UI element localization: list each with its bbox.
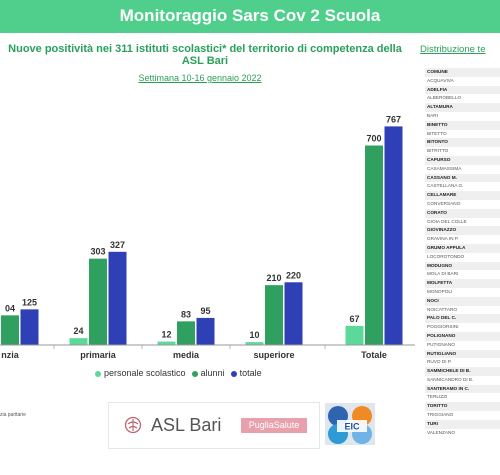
data-label: 303 bbox=[90, 247, 105, 257]
table-row: CORATO bbox=[425, 208, 500, 218]
category-label: superiore bbox=[253, 350, 294, 360]
table-row: SAMMICHELE DI B. bbox=[425, 367, 500, 376]
bar-personale-scolastico-3 bbox=[245, 342, 264, 345]
municipality-table: COMUNE ACQUAVIVA ADELFIA ALBEROBELLO ALTAMUR… bbox=[425, 68, 500, 437]
table-row: ACQUAVIVA bbox=[427, 77, 454, 83]
data-label: 24 bbox=[73, 326, 83, 336]
eic-logo-text: EIC bbox=[344, 422, 360, 432]
table-row: TURI bbox=[425, 419, 500, 429]
data-label: 95 bbox=[200, 306, 210, 316]
table-row: ALTAMURA bbox=[425, 103, 500, 112]
category-label: Totale bbox=[361, 350, 387, 360]
table-row: POLIGNANO bbox=[425, 331, 500, 341]
category-label: nzia bbox=[1, 350, 19, 360]
bar-chart: 24 12 10 67 04 303 83 210 700 125 327 95 220 767 nzia p… bbox=[0, 114, 415, 360]
table-row: TERLIZZI bbox=[427, 394, 448, 400]
legend-dot-icon bbox=[95, 370, 101, 377]
category-label: media bbox=[173, 350, 200, 360]
legend-label: personale scolastico bbox=[104, 368, 186, 378]
data-label: 767 bbox=[386, 114, 401, 124]
table-row: BINETTO bbox=[425, 120, 500, 130]
table-row: MONOPOLI bbox=[427, 288, 453, 294]
table-row: GRAVINA IN P. bbox=[427, 236, 459, 242]
legend-item: personale scolastico bbox=[95, 368, 186, 378]
table-row: RUTIGLIANO bbox=[425, 349, 500, 359]
table-row: TORITTO bbox=[425, 402, 500, 412]
bar-totale-0 bbox=[20, 309, 39, 345]
bar-totale-2 bbox=[196, 317, 215, 345]
bar-personale-scolastico-4 bbox=[345, 325, 364, 345]
page-title: Monitoraggio Sars Cov 2 Scuola bbox=[119, 6, 381, 25]
legend-dot-icon bbox=[191, 370, 198, 377]
bar-totale-1 bbox=[108, 251, 127, 345]
table-row: ADELFIA bbox=[425, 85, 500, 95]
table-row: SANNICANDRO DI B. bbox=[427, 376, 474, 382]
table-row: ALBEROBELLO bbox=[427, 95, 462, 101]
asl-bari-logo: ASL Bari PugliaSalute bbox=[108, 402, 320, 449]
distribution-title[interactable]: Distribuzione te bbox=[420, 44, 486, 55]
table-row: MOLFETTA bbox=[425, 279, 500, 288]
data-label: 700 bbox=[366, 134, 381, 144]
table-row: BITONTO bbox=[425, 138, 500, 148]
table-row: SANTERAMO IN C. bbox=[425, 384, 500, 394]
bar-alunni-4 bbox=[365, 145, 383, 345]
legend-item: alunni bbox=[191, 368, 225, 378]
table-row: COMUNE bbox=[425, 68, 500, 77]
footnote: zia paritarie bbox=[0, 412, 26, 418]
bar-alunni-2 bbox=[177, 321, 195, 345]
table-row: BITRITTO bbox=[427, 148, 449, 154]
eic-logo: EIC bbox=[325, 403, 375, 445]
chart-subtitle: Nuove positività nei 311 istituti scolas… bbox=[8, 43, 402, 67]
puglia-salute-badge: PugliaSalute bbox=[241, 418, 307, 433]
data-label: 327 bbox=[110, 240, 125, 250]
bar-personale-scolastico-1 bbox=[69, 338, 88, 345]
bar-alunni-0 bbox=[1, 315, 19, 345]
data-label: 04 bbox=[5, 303, 15, 313]
table-row: PUTIGNANO bbox=[427, 341, 455, 347]
chart-legend: personale scolastico alunni totale bbox=[95, 368, 268, 378]
table-row: LOCOROTONDO bbox=[427, 253, 465, 259]
legend-label: alunni bbox=[200, 368, 225, 378]
table-row: PALO DEL C. bbox=[425, 314, 500, 324]
bar-totale-3 bbox=[284, 282, 303, 345]
table-row: NOCI bbox=[425, 296, 500, 306]
table-row: GIOIA DEL COLLE bbox=[427, 218, 467, 224]
data-label: 220 bbox=[286, 270, 301, 280]
table-row: CASSANO M. bbox=[425, 173, 500, 183]
table-row: MODUGNO bbox=[425, 261, 500, 271]
data-label: 83 bbox=[181, 309, 191, 319]
table-row: POGGIORSINI bbox=[427, 324, 459, 330]
data-label: 210 bbox=[266, 273, 281, 283]
table-row: MOLA DI BARI bbox=[427, 271, 459, 277]
table-row: CONVERSANO bbox=[427, 200, 461, 206]
title-banner: Monitoraggio Sars Cov 2 Scuola bbox=[0, 0, 500, 33]
table-row: CASAMASSIMA bbox=[427, 165, 462, 171]
table-row: NOICATTARO bbox=[427, 306, 458, 312]
asl-emblem-icon bbox=[124, 416, 142, 434]
table-row: GRUMO APPULA bbox=[425, 243, 500, 253]
week-label: Settimana 10-16 gennaio 2022 bbox=[138, 73, 262, 83]
category-label: primaria bbox=[80, 350, 117, 360]
legend-dot-icon bbox=[230, 370, 237, 377]
data-label: 125 bbox=[22, 297, 37, 307]
bar-personale-scolastico-2 bbox=[157, 341, 176, 345]
asl-logo-text: ASL Bari bbox=[151, 415, 222, 435]
data-label: 12 bbox=[161, 330, 171, 340]
bar-totale-4 bbox=[384, 126, 403, 345]
table-row: BARI bbox=[427, 112, 438, 118]
table-row: TRIGGIANO bbox=[427, 412, 454, 418]
table-row: BITETTO bbox=[427, 130, 447, 136]
table-row: CELLAMARE bbox=[425, 191, 500, 200]
legend-item: totale bbox=[230, 368, 262, 378]
table-row: RUVO DI P. bbox=[427, 359, 452, 365]
table-row: CAPURSO bbox=[425, 155, 500, 165]
data-label: 10 bbox=[249, 330, 259, 340]
data-label: 67 bbox=[349, 314, 359, 324]
legend-label: totale bbox=[239, 368, 262, 378]
bar-alunni-1 bbox=[89, 258, 107, 345]
table-row: CASTELLANA G. bbox=[427, 183, 464, 189]
table-row: VALENZANO bbox=[427, 429, 456, 435]
table-row: GIOVINAZZO bbox=[425, 226, 500, 236]
bar-alunni-3 bbox=[265, 285, 283, 345]
